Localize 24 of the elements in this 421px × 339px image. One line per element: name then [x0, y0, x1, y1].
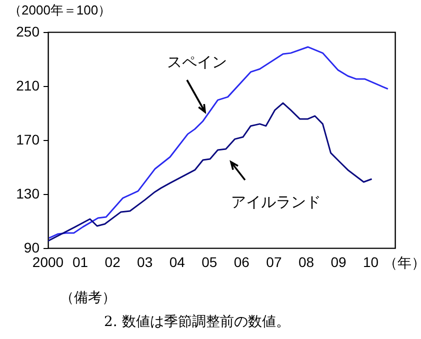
x-tick-label: 03	[137, 254, 153, 270]
x-axis-title: （年）	[384, 254, 421, 270]
text: 2. 数値は季節調整前の数値。	[104, 314, 290, 330]
y-tick-label: 210	[16, 78, 40, 94]
x-tick-label: 2000	[32, 254, 64, 270]
series-label: スペイン	[167, 54, 227, 71]
line-series	[48, 46, 389, 239]
x-tick-label: 08	[298, 254, 314, 270]
x-tick-label: 05	[202, 254, 218, 270]
y-axis-title: （2000年＝100）	[8, 2, 112, 18]
x-tick-label: 06	[234, 254, 250, 270]
y-tick-label: 250	[16, 24, 40, 40]
line-series	[48, 102, 373, 242]
text: アイルランド	[231, 194, 321, 211]
x-tick-label: 07	[266, 254, 282, 270]
x-tick-label: 04	[169, 254, 186, 270]
x-tick-label: 01	[72, 254, 88, 270]
x-tick-label: 10	[363, 254, 379, 270]
x-tick-label: 02	[104, 254, 121, 270]
y-tick-label: 130	[16, 186, 40, 202]
x-tick-label: 09	[330, 254, 347, 270]
y-tick-label: 90	[24, 240, 40, 256]
y-tick-label: 170	[16, 132, 40, 148]
text: （備考）	[60, 290, 116, 306]
